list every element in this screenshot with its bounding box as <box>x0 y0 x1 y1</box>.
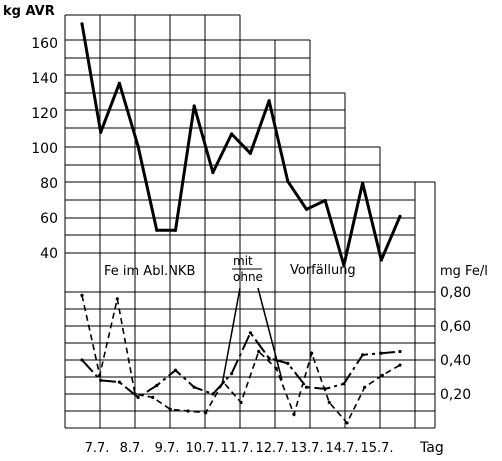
top-y-tick-label: 120 <box>31 106 58 122</box>
fe-mit-data-point <box>286 361 290 365</box>
fe-mit-data-point <box>80 358 84 362</box>
avr-data-point <box>173 228 178 232</box>
x-tick-label: 10.7. <box>185 441 218 456</box>
x-tick-label: 11.7. <box>220 441 253 456</box>
fe-mit-series-line <box>81 330 401 399</box>
fe-mit-data-point <box>173 368 178 372</box>
fe-ohne-data-point <box>204 411 208 415</box>
fe-mit-data-point <box>248 331 252 335</box>
section-label: Fe im Abl.NKB <box>104 264 195 279</box>
avr-data-point <box>248 151 252 155</box>
fe-ohne-data-point <box>380 373 384 377</box>
fe-ohne-data-point <box>133 392 137 396</box>
top-axis-label: kg AVR <box>3 4 55 19</box>
fe-ohne-data-point <box>345 421 349 425</box>
bottom-y-tick-label: 0,60 <box>440 319 471 335</box>
label-vorfallung: Vorfällung <box>290 263 356 278</box>
series <box>80 22 402 425</box>
fe-ohne-data-point <box>80 293 84 297</box>
avr-data-point <box>211 170 215 175</box>
x-tick-label: 9.7. <box>155 441 180 456</box>
label-mit: mit <box>233 254 253 268</box>
fe-ohne-data-point <box>98 373 102 377</box>
avr-data-point <box>342 263 346 267</box>
avr-data-point <box>361 181 365 185</box>
ohne-label-connector <box>257 287 283 381</box>
fe-mit-data-point <box>304 385 309 389</box>
avr-data-point <box>379 258 383 262</box>
x-axis-label: Tag <box>419 440 444 456</box>
avr-data-point <box>117 81 121 85</box>
top-y-tick-label: 160 <box>31 36 58 52</box>
avr-data-point <box>80 22 84 26</box>
grid <box>64 14 436 429</box>
mit-label-connector <box>221 287 241 386</box>
avr-data-point <box>230 132 234 136</box>
fe-mit-data-point <box>361 353 365 357</box>
x-tick-label: 15.7. <box>360 441 393 456</box>
bottom-y-tick-label: 0,40 <box>440 353 471 369</box>
x-tick-label: 13.7. <box>290 441 323 456</box>
fe-mit-data-point <box>99 378 103 382</box>
top-y-tick-label: 60 <box>40 211 58 227</box>
avr-data-point <box>286 179 290 183</box>
fe-mit-data-point <box>192 385 196 389</box>
x-tick-label: 7.7. <box>85 441 110 456</box>
bottom-y-tick-label: 0,20 <box>440 387 471 403</box>
fe-ohne-data-point <box>327 400 331 405</box>
fe-mit-data-point <box>155 383 159 388</box>
fe-ohne-data-point <box>292 412 296 416</box>
fe-ohne-data-point <box>186 409 190 413</box>
top-y-tick-label: 140 <box>31 71 58 87</box>
axis-labels: kg AVR 160 140 120 100 80 60 40 mg Fe/l 0,80 0,60 0… <box>3 4 488 456</box>
x-tick-label: 12.7. <box>255 441 288 456</box>
avr-data-point <box>304 207 309 211</box>
fe-mit-data-point <box>211 392 215 396</box>
avr-data-point <box>155 228 159 232</box>
fe-mit-data-point <box>230 372 234 376</box>
fe-mit-data-point <box>379 351 383 355</box>
top-y-tick-label: 100 <box>31 141 58 157</box>
avr-data-point <box>267 99 271 103</box>
fe-mit-data-point <box>136 395 140 399</box>
fe-ohne-data-point <box>398 363 402 367</box>
top-y-tick-label: 80 <box>40 176 58 192</box>
fe-ohne-data-point <box>115 297 119 301</box>
fe-ohne-data-point <box>257 349 261 354</box>
fe-mit-data-point <box>342 382 346 386</box>
avr-series-line <box>80 23 402 267</box>
fe-mit-data-point <box>117 380 121 384</box>
fe-ohne-data-point <box>239 400 243 405</box>
x-tick-label: 14.7. <box>325 441 358 456</box>
fe-mit-data-point <box>398 349 402 354</box>
fe-mit-data-point <box>267 356 271 360</box>
top-y-tick-label: 40 <box>40 246 58 262</box>
avr-data-point <box>99 130 103 134</box>
bottom-axis-label: mg Fe/l <box>440 264 488 279</box>
fe-ohne-data-point <box>363 385 367 389</box>
avr-data-point <box>192 104 196 108</box>
fe-ohne-data-point <box>168 407 172 411</box>
avr-data-point <box>323 198 327 203</box>
x-tick-label: 8.7. <box>120 441 145 456</box>
bottom-y-tick-label: 0,80 <box>440 285 471 301</box>
fe-ohne-data-point <box>151 395 155 399</box>
avr-data-point <box>398 214 402 218</box>
fe-ohne-data-point <box>310 351 314 355</box>
label-ohne: ohne <box>233 270 263 284</box>
avr-data-point <box>136 144 140 148</box>
fe-ohne-data-point <box>274 366 278 371</box>
